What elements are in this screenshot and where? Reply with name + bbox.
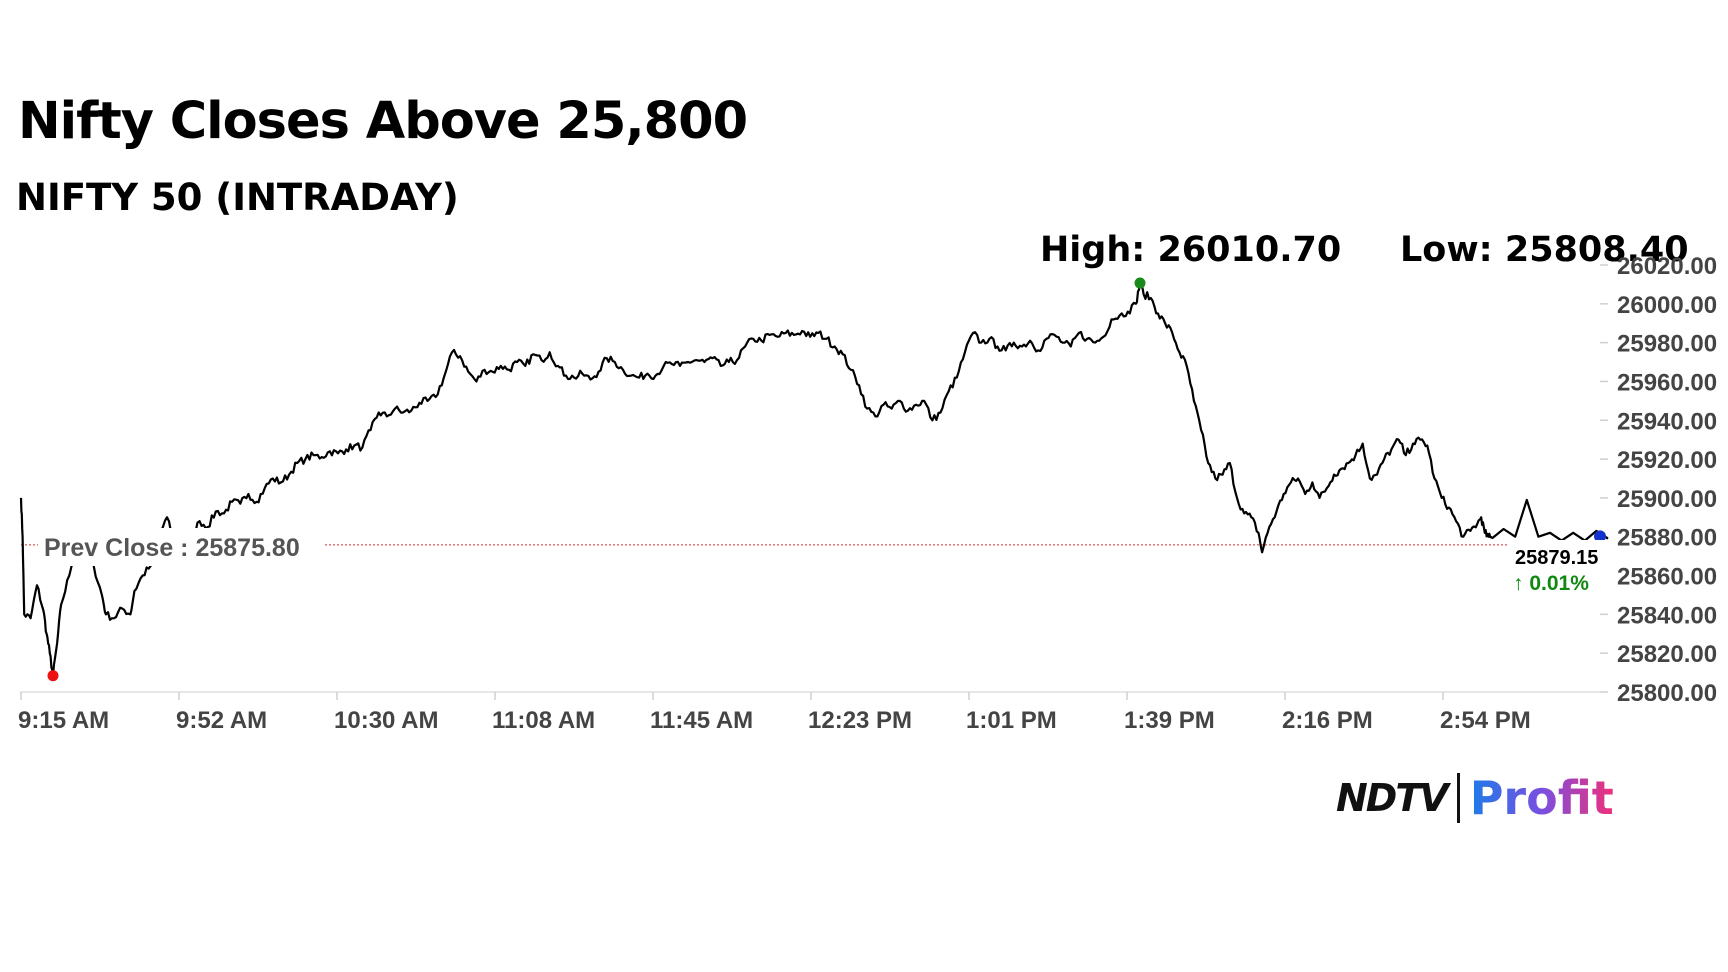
x-tick-label: 1:39 PM <box>1124 707 1215 734</box>
y-tick-label: 25860.00 <box>1617 564 1717 591</box>
y-tick-label: 25980.00 <box>1617 331 1717 358</box>
y-tick-label: 25880.00 <box>1617 525 1717 552</box>
last-point-marker <box>1594 530 1606 543</box>
chart-subtitle: NIFTY 50 (INTRADAY) <box>16 176 459 219</box>
low-label: Low: 25808.40 <box>1400 230 1689 270</box>
y-tick-label: 26000.00 <box>1617 292 1717 319</box>
logo-product: Profit <box>1469 771 1614 825</box>
prev-close-label-bg <box>38 528 324 566</box>
y-tick-label: 25840.00 <box>1617 602 1717 629</box>
y-tick-label: 25900.00 <box>1617 486 1717 513</box>
x-tick-label: 10:30 AM <box>334 707 438 734</box>
x-tick-label: 9:52 AM <box>176 707 267 734</box>
x-axis-ticks: 9:15 AM 9:52 AM 10:30 AM 11:08 AM 11:45 AM 12… <box>18 692 1531 734</box>
y-tick-label: 25800.00 <box>1617 680 1717 707</box>
chart-title: Nifty Closes Above 25,800 <box>18 92 748 151</box>
x-tick-label: 1:01 PM <box>966 707 1057 734</box>
x-tick-label: 12:23 PM <box>808 707 912 734</box>
series-line <box>19 282 1493 677</box>
x-tick-label: 9:15 AM <box>18 707 109 734</box>
logo-brand: NDTV <box>1336 776 1449 820</box>
series-tail-line <box>1491 498 1609 542</box>
x-tick-label: 11:45 AM <box>650 707 753 734</box>
y-tick-label: 26020.00 <box>1617 253 1717 280</box>
high-label: High: 26010.70 <box>1040 230 1342 270</box>
x-tick-label: 2:54 PM <box>1440 707 1531 734</box>
low-point-marker <box>47 670 59 682</box>
x-tick-label: 2:16 PM <box>1282 707 1373 734</box>
high-point-marker <box>1134 277 1146 289</box>
y-tick-label: 25820.00 <box>1617 641 1717 668</box>
last-value-bg <box>1508 540 1612 594</box>
change-label: ↑ 0.01% <box>1513 572 1589 595</box>
ndtv-profit-logo: NDTV Profit <box>1336 770 1614 826</box>
logo-divider <box>1456 773 1460 823</box>
last-value-label: 25879.15 <box>1515 547 1598 569</box>
y-tick-label: 25960.00 <box>1617 369 1717 396</box>
x-tick-label: 11:08 AM <box>492 707 595 734</box>
prev-close-label: Prev Close : 25875.80 <box>44 534 300 562</box>
y-axis-ticks: 25800.00 25820.00 25840.00 25860.00 25880.00… <box>1600 253 1717 707</box>
y-tick-label: 25940.00 <box>1617 408 1717 435</box>
y-tick-label: 25920.00 <box>1617 447 1717 474</box>
